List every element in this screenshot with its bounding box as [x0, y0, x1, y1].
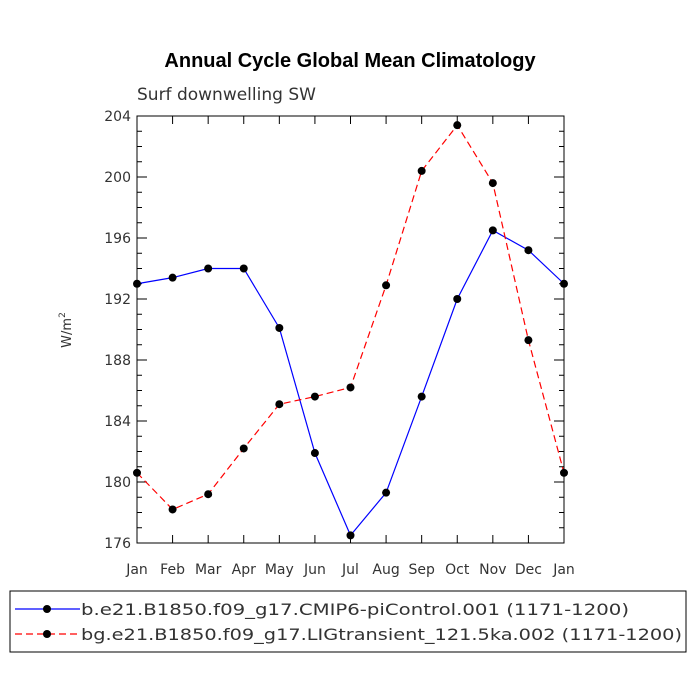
chart-title: Annual Cycle Global Mean Climatology [164, 50, 536, 72]
x-tick-label: Jan [552, 562, 575, 578]
y-tick-label: 196 [104, 231, 131, 247]
series-line-1 [136, 229, 565, 537]
x-tick-label: Sep [408, 562, 435, 578]
y-tick-label: 180 [104, 475, 131, 491]
y-tick-label: 176 [104, 536, 131, 552]
x-tick-label: Jul [341, 562, 359, 578]
x-tick-label: Nov [479, 562, 506, 578]
series-1-point [488, 226, 497, 235]
y-axis-label: W/m2 [58, 312, 75, 348]
series-1-point [453, 295, 462, 303]
y-tick-label: 200 [104, 170, 131, 186]
series-2-point [239, 444, 248, 453]
series-2-point [524, 336, 533, 345]
plot-frame [136, 115, 565, 544]
series-2-point [275, 400, 284, 409]
series-1-point [168, 273, 177, 282]
tick-labels: 176 180 184 188 192 196 200 204 Jan Feb Mar Apr May J… [104, 109, 575, 578]
legend-marker-1 [43, 605, 51, 613]
series-1-point [275, 323, 284, 332]
x-tick-label: Mar [195, 562, 222, 578]
series-1-point [204, 264, 213, 273]
chart-subtitle: Surf downwelling SW [137, 85, 316, 105]
x-tick-label: Jan [125, 562, 148, 578]
series-2-point [417, 166, 426, 175]
y-axis-label-unit: W/m [60, 318, 75, 348]
series-2-point [168, 505, 177, 514]
series-1-point [346, 531, 355, 540]
x-tick-label: Aug [372, 562, 399, 578]
series-layer [133, 121, 568, 540]
legend-marker-2 [43, 630, 51, 638]
series-2-point [453, 121, 462, 130]
legend-label-2: bg.e21.B1850.f09_g17.LIGtransient_121.5k… [81, 625, 682, 645]
legend-label-1: b.e21.B1850.f09_g17.CMIP6-piControl.001 … [81, 600, 629, 620]
series-1-point [524, 246, 533, 255]
tick-marks [136, 115, 565, 544]
x-tick-label: Jun [303, 562, 326, 578]
x-tick-label: Feb [160, 562, 185, 578]
y-tick-label: 184 [104, 414, 131, 430]
series-1-point [310, 449, 319, 458]
series-line-2 [136, 124, 565, 511]
series-2-point [488, 179, 497, 188]
x-tick-label: Oct [445, 562, 470, 578]
series-2-point [310, 392, 319, 401]
y-tick-label: 192 [104, 292, 131, 308]
series-2-point [382, 281, 391, 290]
y-tick-label: 204 [104, 109, 131, 125]
legend: b.e21.B1850.f09_g17.CMIP6-piControl.001 … [9, 590, 687, 653]
series-1-point [382, 488, 391, 497]
x-tick-label: May [265, 562, 294, 578]
series-1-point [417, 392, 426, 401]
y-tick-label: 188 [104, 353, 131, 369]
series-2-point [204, 490, 213, 499]
series-2-point [346, 383, 355, 392]
x-tick-label: Apr [232, 562, 256, 578]
legend-box [9, 590, 687, 653]
series-1-point [239, 264, 248, 273]
y-axis-label-exponent: 2 [58, 312, 68, 318]
x-tick-label: Dec [515, 562, 542, 578]
